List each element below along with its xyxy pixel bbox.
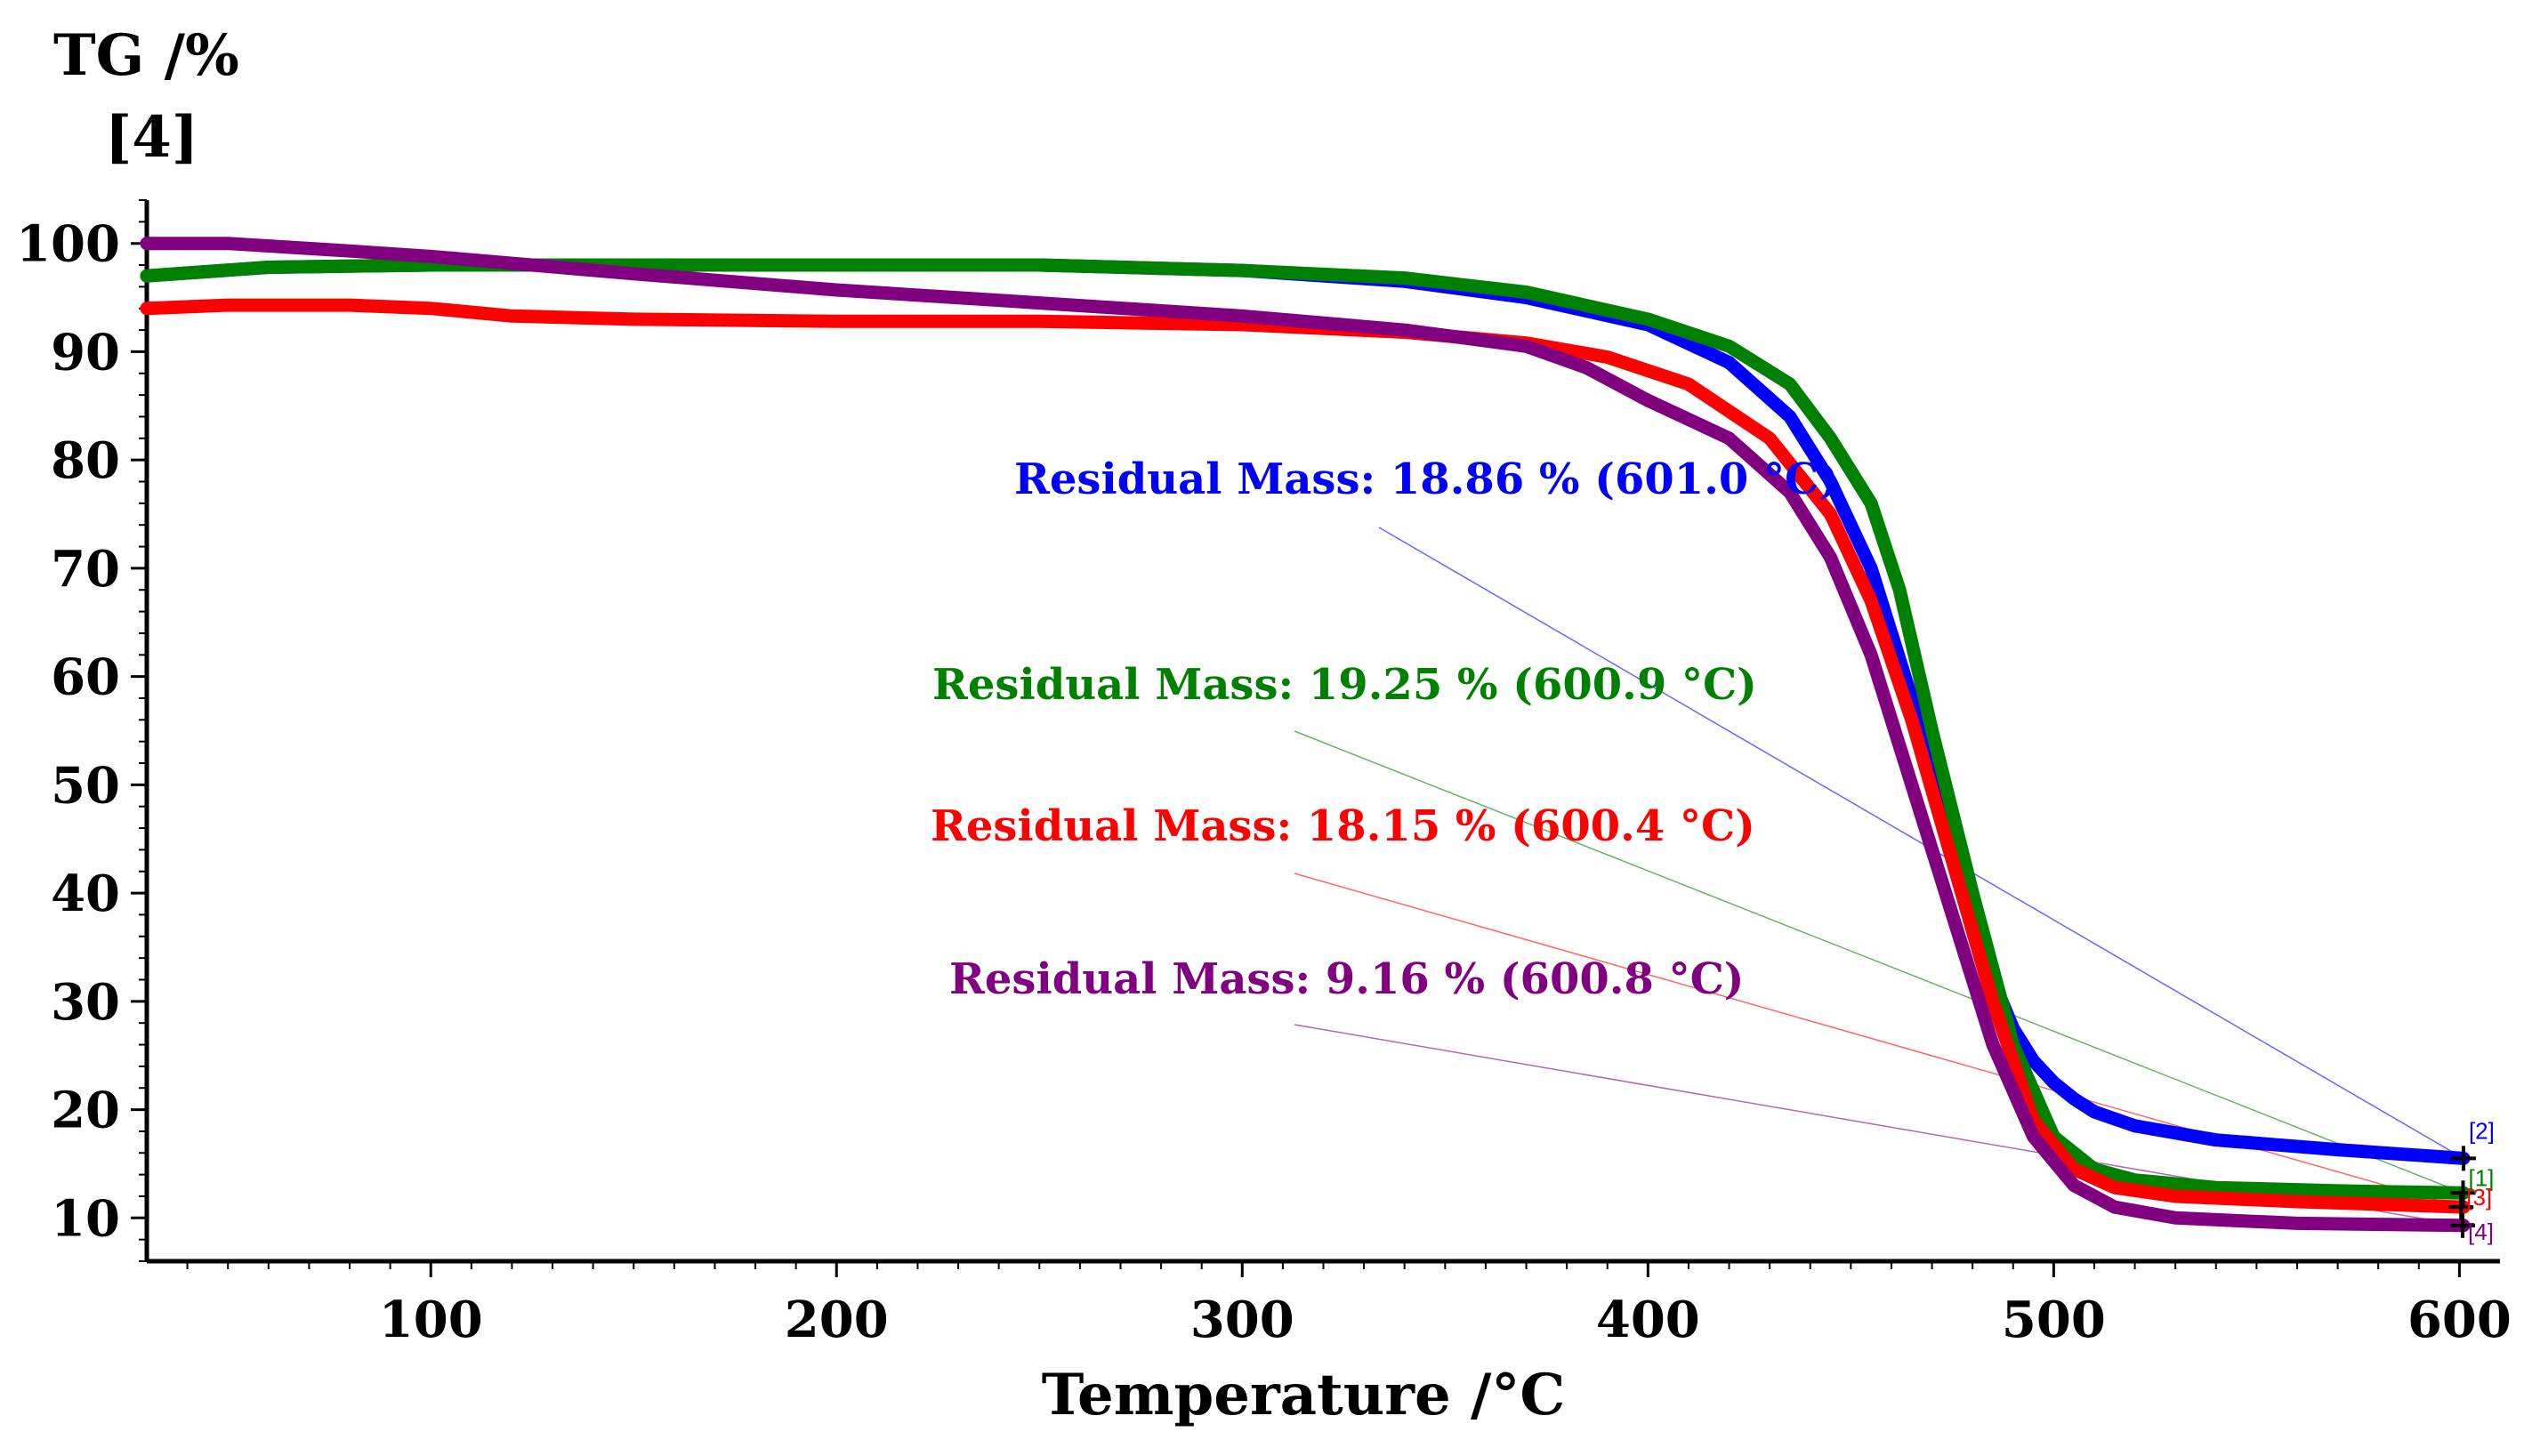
x-tick-label: 400: [1596, 1291, 1700, 1349]
series-tag: [1]: [2469, 1164, 2495, 1191]
x-tick-label: 600: [2407, 1291, 2512, 1349]
y-axis-subtitle: [4]: [105, 104, 198, 171]
series-line-2: [140, 258, 2471, 1165]
y-ticks: 10 20 30 40 50 60 70 80 90 100: [16, 215, 147, 1248]
x-tick-label: 300: [1190, 1291, 1294, 1349]
annotations: Residual Mass: 18.86 % (601.0 °C) Residua…: [931, 454, 1839, 1004]
residual-mass-label: Residual Mass: 9.16 % (600.8 °C): [949, 954, 1744, 1004]
end-markers: [2] [1][3] [4]: [2448, 1117, 2495, 1245]
y-tick-label: 30: [51, 973, 120, 1032]
series-group: [140, 237, 2471, 1233]
x-axis-title: Temperature /°C: [1042, 1362, 1566, 1428]
y-tick-label: 90: [51, 323, 120, 382]
x-tick-label: 100: [379, 1291, 483, 1349]
y-axis-title: TG /%: [53, 22, 239, 89]
leader-line: [1294, 730, 2464, 1195]
series-tag: [4]: [2468, 1219, 2494, 1245]
y-tick-label: 100: [16, 215, 120, 274]
residual-mass-label: Residual Mass: 18.15 % (600.4 °C): [931, 801, 1755, 851]
series-tag: [3]: [2466, 1184, 2492, 1211]
residual-mass-label: Residual Mass: 19.25 % (600.9 °C): [932, 660, 1757, 710]
leader-line: [1378, 527, 2464, 1160]
y-tick-label: 60: [51, 648, 120, 707]
series-line-3: [140, 298, 2471, 1214]
minor-ticks: [139, 199, 2461, 1269]
y-tick-label: 20: [51, 1082, 120, 1140]
series-line-4: [140, 237, 2471, 1233]
y-tick-label: 10: [51, 1189, 120, 1248]
residual-mass-label: Residual Mass: 18.86 % (601.0 °C): [1014, 454, 1839, 504]
x-ticks: 100 200 300 400 500 600: [379, 1261, 2512, 1349]
leader-lines: [1294, 527, 2464, 1227]
x-tick-label: 500: [2002, 1291, 2106, 1349]
y-tick-label: 80: [51, 431, 120, 490]
series-tag: [2]: [2469, 1117, 2495, 1144]
y-tick-label: 70: [51, 540, 120, 599]
x-tick-label: 200: [785, 1291, 889, 1349]
y-tick-label: 50: [51, 756, 120, 815]
leader-line: [1294, 873, 2462, 1208]
series-line-1: [140, 258, 2471, 1200]
y-tick-label: 40: [51, 865, 120, 923]
